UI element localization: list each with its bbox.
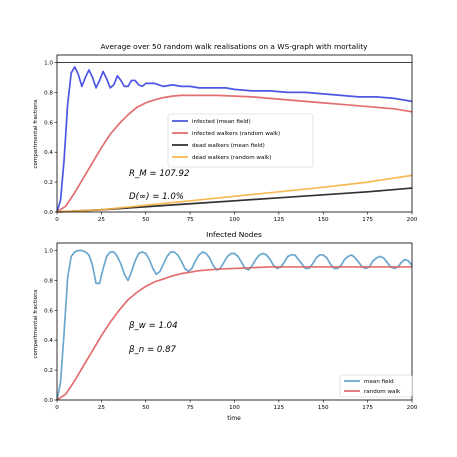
bottom-x-axis-label: time [227, 415, 241, 422]
bottom-y-tick-label-1: 0.2 [44, 368, 53, 374]
bottom-legend: mean field random walk [339, 374, 413, 398]
bottom-series-line-0 [56, 249, 413, 401]
bottom-legend-label-1: random walk [364, 389, 401, 395]
bottom-plot-area [56, 242, 413, 401]
top-series-line-3 [56, 174, 413, 213]
bottom-x-tick-label-5: 125 [274, 405, 285, 411]
top-x-ticks: 0 25 50 75 100 125 150 175 200 [55, 212, 418, 223]
bottom-series-line-1 [56, 266, 412, 401]
top-series-line-0 [56, 66, 413, 213]
bottom-x-tick-label-2: 50 [142, 405, 150, 411]
top-x-tick-label-4: 100 [229, 217, 240, 223]
bottom-y-tick-label-4: 0.8 [44, 278, 53, 284]
top-y-tick-label-1: 0.2 [44, 180, 53, 186]
top-y-tick-label-2: 0.4 [44, 150, 53, 156]
bottom-x-tick-label-0: 0 [55, 405, 59, 411]
top-x-tick-label-1: 25 [98, 217, 106, 223]
bottom-x-tick-label-3: 75 [187, 405, 195, 411]
top-chart: Average over 50 random walk realisations… [33, 42, 418, 223]
bottom-annotation-betan: β_n = 0.87 [128, 345, 177, 355]
bottom-x-tick-label-6: 150 [318, 405, 329, 411]
top-x-tick-label-7: 175 [362, 217, 373, 223]
top-x-tick-label-3: 75 [187, 217, 195, 223]
bottom-y-tick-label-0: 0.0 [44, 398, 53, 404]
top-y-tick-label-0: 0.0 [44, 210, 53, 216]
top-annotation-rm: R_M = 107.92 [129, 169, 189, 179]
top-x-tick-label-8: 200 [407, 217, 418, 223]
bottom-annotation-betaw: β_w = 1.04 [128, 321, 178, 331]
top-x-tick-label-5: 125 [274, 217, 285, 223]
bottom-y-tick-label-5: 1.0 [44, 248, 53, 254]
bottom-chart: Infected Nodes compartmental fractions t… [33, 230, 418, 422]
top-annotation-dinf: D(∞) = 1.0% [129, 192, 184, 202]
bottom-x-tick-label-8: 200 [407, 405, 418, 411]
bottom-chart-title: Infected Nodes [206, 230, 262, 239]
top-plot-area [56, 54, 413, 213]
top-y-ticks: 0.0 0.2 0.4 0.6 0.8 1.0 [44, 60, 57, 216]
top-legend-label-2: dead walkers (mean field) [192, 143, 265, 149]
top-series-line-1 [56, 94, 413, 213]
top-y-tick-label-4: 0.8 [44, 90, 53, 96]
top-x-tick-label-6: 150 [318, 217, 329, 223]
bottom-x-ticks: 0 25 50 75 100 125 150 175 200 [55, 400, 418, 411]
top-chart-title: Average over 50 random walk realisations… [100, 42, 368, 51]
bottom-y-tick-label-2: 0.4 [44, 338, 53, 344]
top-y-axis-label: compartmental fractions [33, 99, 39, 168]
top-legend-label-0: infected (mean field) [192, 119, 251, 125]
bottom-y-ticks: 0.0 0.2 0.4 0.6 0.8 1.0 [44, 248, 57, 404]
top-x-tick-label-0: 0 [55, 217, 59, 223]
bottom-x-tick-label-7: 175 [362, 405, 373, 411]
top-legend-label-1: infected walkers (random walk) [192, 131, 280, 137]
bottom-y-tick-label-3: 0.6 [44, 308, 53, 314]
bottom-y-axis-label: compartmental fractions [33, 289, 39, 358]
bottom-legend-label-0: mean field [364, 379, 394, 385]
top-x-tick-label-2: 50 [142, 217, 150, 223]
top-legend-box [167, 113, 314, 168]
top-legend-label-3: dead walkers (random walk) [192, 155, 271, 161]
top-y-tick-label-3: 0.6 [44, 120, 53, 126]
bottom-x-tick-label-1: 25 [98, 405, 106, 411]
top-legend: infected (mean field) infected walkers (… [167, 113, 314, 168]
bottom-x-tick-label-4: 100 [229, 405, 240, 411]
top-y-tick-label-5: 1.0 [44, 60, 53, 66]
